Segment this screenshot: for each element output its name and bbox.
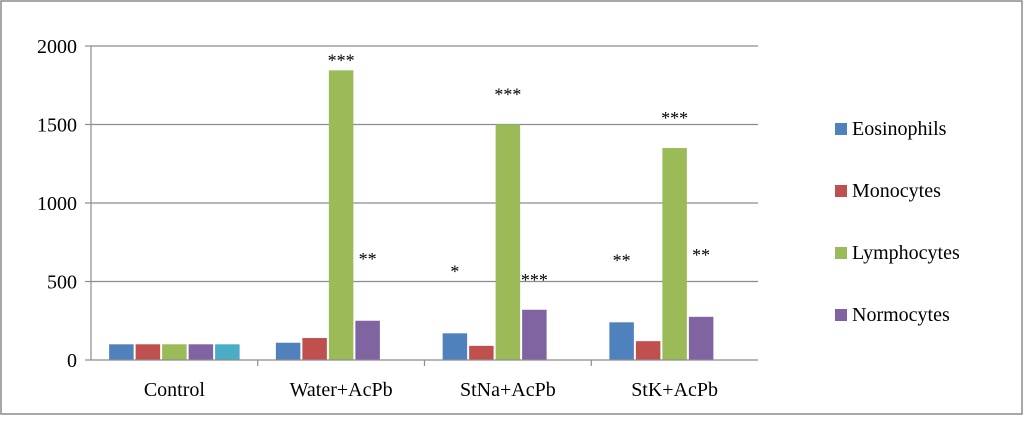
significance-marker: **: [613, 250, 631, 270]
category-label-stk-acpb: StK+AcPb: [631, 379, 718, 401]
gridlines: [91, 45, 758, 283]
legend-label-monocytes: Monocytes: [852, 180, 941, 202]
bar-water-acpb-lymphocytes: [328, 70, 354, 361]
bar-control-monocytes: [135, 344, 161, 360]
category-label-water-acpb: Water+AcPb: [290, 379, 393, 401]
y-tick-label: 500: [47, 272, 77, 294]
significance-markers: *******************: [328, 50, 711, 289]
significance-marker: ***: [661, 108, 688, 128]
significance-marker: **: [359, 249, 377, 269]
legend-label-normocytes: Normocytes: [852, 304, 950, 326]
bar-water-acpb-monocytes: [302, 338, 327, 360]
significance-marker: ***: [494, 85, 521, 105]
y-axis-ticks: 0 500 1000 1500 2000: [37, 36, 91, 372]
bar-stk-acpb-monocytes: [635, 341, 661, 360]
category-label-stna-acpb: StNa+AcPb: [460, 379, 556, 401]
legend-label-eosinophils: Eosinophils: [852, 118, 947, 140]
legend: Eosinophils Monocytes Lymphocytes Normocyte…: [835, 118, 960, 326]
bar-stk-acpb-normocytes: [688, 316, 714, 360]
legend-swatch-lymphocytes: [835, 247, 847, 259]
legend-swatch-monocytes: [835, 185, 847, 197]
bar-stna-acpb-lymphocytes: [495, 124, 521, 360]
bar-control-eosinophils: [109, 344, 134, 360]
bar-water-acpb-eosinophils: [275, 342, 301, 360]
significance-marker: ***: [328, 50, 355, 70]
bar-stna-acpb-normocytes: [522, 309, 547, 360]
significance-marker: *: [450, 261, 459, 281]
legend-swatch-eosinophils: [835, 123, 847, 135]
legend-label-lymphocytes: Lymphocytes: [852, 242, 960, 264]
bar-control-series-5: [215, 344, 240, 360]
bar-control-lymphocytes: [162, 344, 187, 360]
y-tick-label: 0: [67, 350, 77, 372]
y-tick-label: 1500: [37, 115, 77, 137]
bar-stna-acpb-monocytes: [469, 345, 494, 360]
bar-water-acpb-normocytes: [355, 320, 380, 360]
category-label-control: Control: [144, 379, 206, 401]
legend-swatch-normocytes: [835, 309, 847, 321]
significance-marker: ***: [521, 270, 548, 290]
axes: [90, 46, 758, 366]
y-tick-label: 2000: [37, 36, 77, 58]
bar-stk-acpb-lymphocytes: [662, 148, 687, 360]
bars: [109, 70, 714, 361]
y-tick-label: 1000: [37, 193, 77, 215]
significance-marker: **: [692, 245, 710, 265]
bar-control-normocytes: [188, 344, 214, 360]
x-axis-categories: Control Water+AcPb StNa+AcPb StK+AcPb: [144, 379, 718, 401]
bar-stna-acpb-eosinophils: [442, 333, 468, 360]
bar-stk-acpb-eosinophils: [609, 322, 634, 360]
